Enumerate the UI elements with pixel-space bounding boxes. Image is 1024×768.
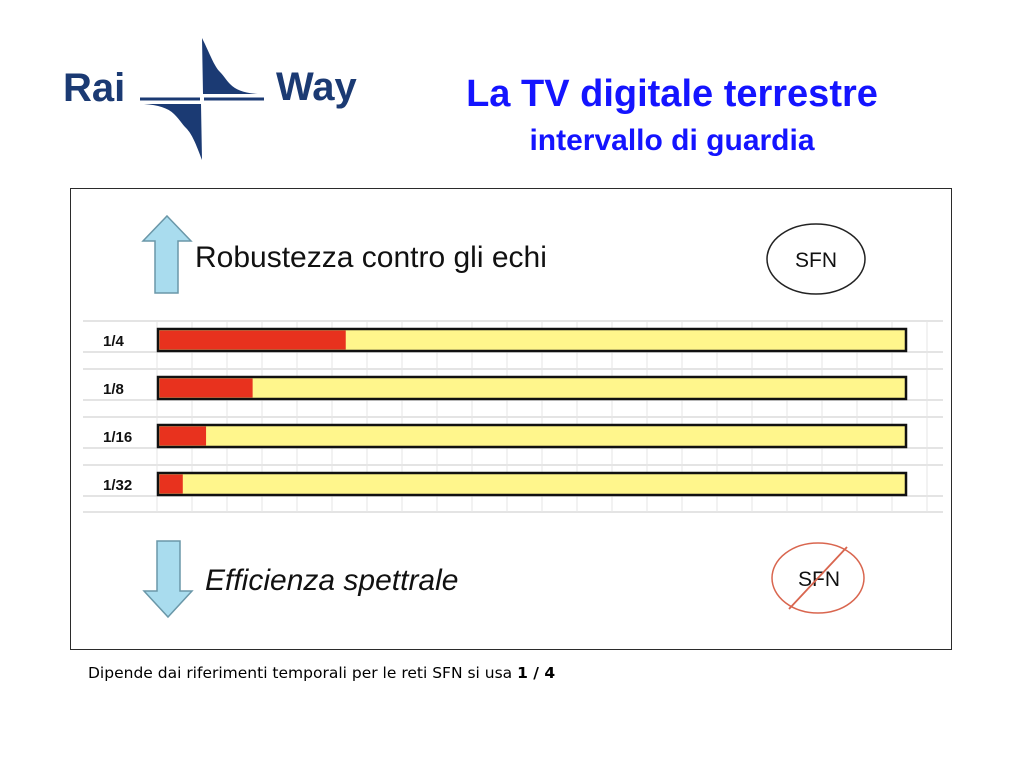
- guard-interval-label: 1/32: [103, 477, 132, 494]
- logo-word-rai: Rai: [63, 66, 126, 110]
- page-subtitle: intervallo di guardia: [529, 124, 815, 157]
- footnote-ratio: 1 / 4: [517, 664, 556, 682]
- guard-interval-label: 1/16: [103, 429, 132, 446]
- logo-word-way: Way: [276, 65, 357, 109]
- spectral-efficiency-label: Efficienza spettrale: [205, 564, 458, 597]
- rai-way-emblem-icon: [140, 38, 264, 160]
- robustness-label: Robustezza contro gli echi: [195, 241, 547, 274]
- guard-interval-fill: [159, 378, 253, 398]
- sfn-badge-label: SFN: [795, 249, 837, 272]
- guard-interval-fill: [159, 330, 346, 350]
- guard-interval-row: 1/16: [103, 423, 908, 449]
- sfn-not-allowed-label: SFN: [798, 568, 840, 591]
- guard-interval-row: 1/32: [103, 471, 908, 497]
- symbol-bar: [156, 375, 908, 401]
- footnote-text: Dipende dai riferimenti temporali per le…: [88, 664, 518, 682]
- page-title: La TV digitale terrestre: [466, 73, 878, 115]
- symbol-bar: [156, 423, 908, 449]
- arrow-up-icon: [141, 214, 193, 294]
- strike-through-icon: [788, 546, 848, 610]
- guard-interval-bars: 1/4 1/8 1/16 1/32: [103, 327, 908, 497]
- guard-interval-fill: [159, 426, 207, 446]
- arrow-down-icon: [142, 540, 194, 619]
- guard-interval-label: 1/8: [103, 381, 124, 398]
- guard-interval-row: 1/4: [103, 327, 908, 353]
- guard-interval-label: 1/4: [103, 333, 125, 350]
- guard-interval-fill: [159, 474, 183, 494]
- guard-interval-diagram: Robustezza contro gli echi SFN 1/4 1/8 1/1…: [70, 188, 952, 650]
- guard-interval-row: 1/8: [103, 375, 908, 401]
- diagram-canvas: Robustezza contro gli echi SFN 1/4 1/8 1/1…: [83, 214, 943, 619]
- symbol-bar: [156, 471, 908, 497]
- footnote: Dipende dai riferimenti temporali per le…: [88, 664, 555, 682]
- sfn-badge: [766, 223, 866, 295]
- rai-way-logo: Rai Way: [60, 36, 380, 162]
